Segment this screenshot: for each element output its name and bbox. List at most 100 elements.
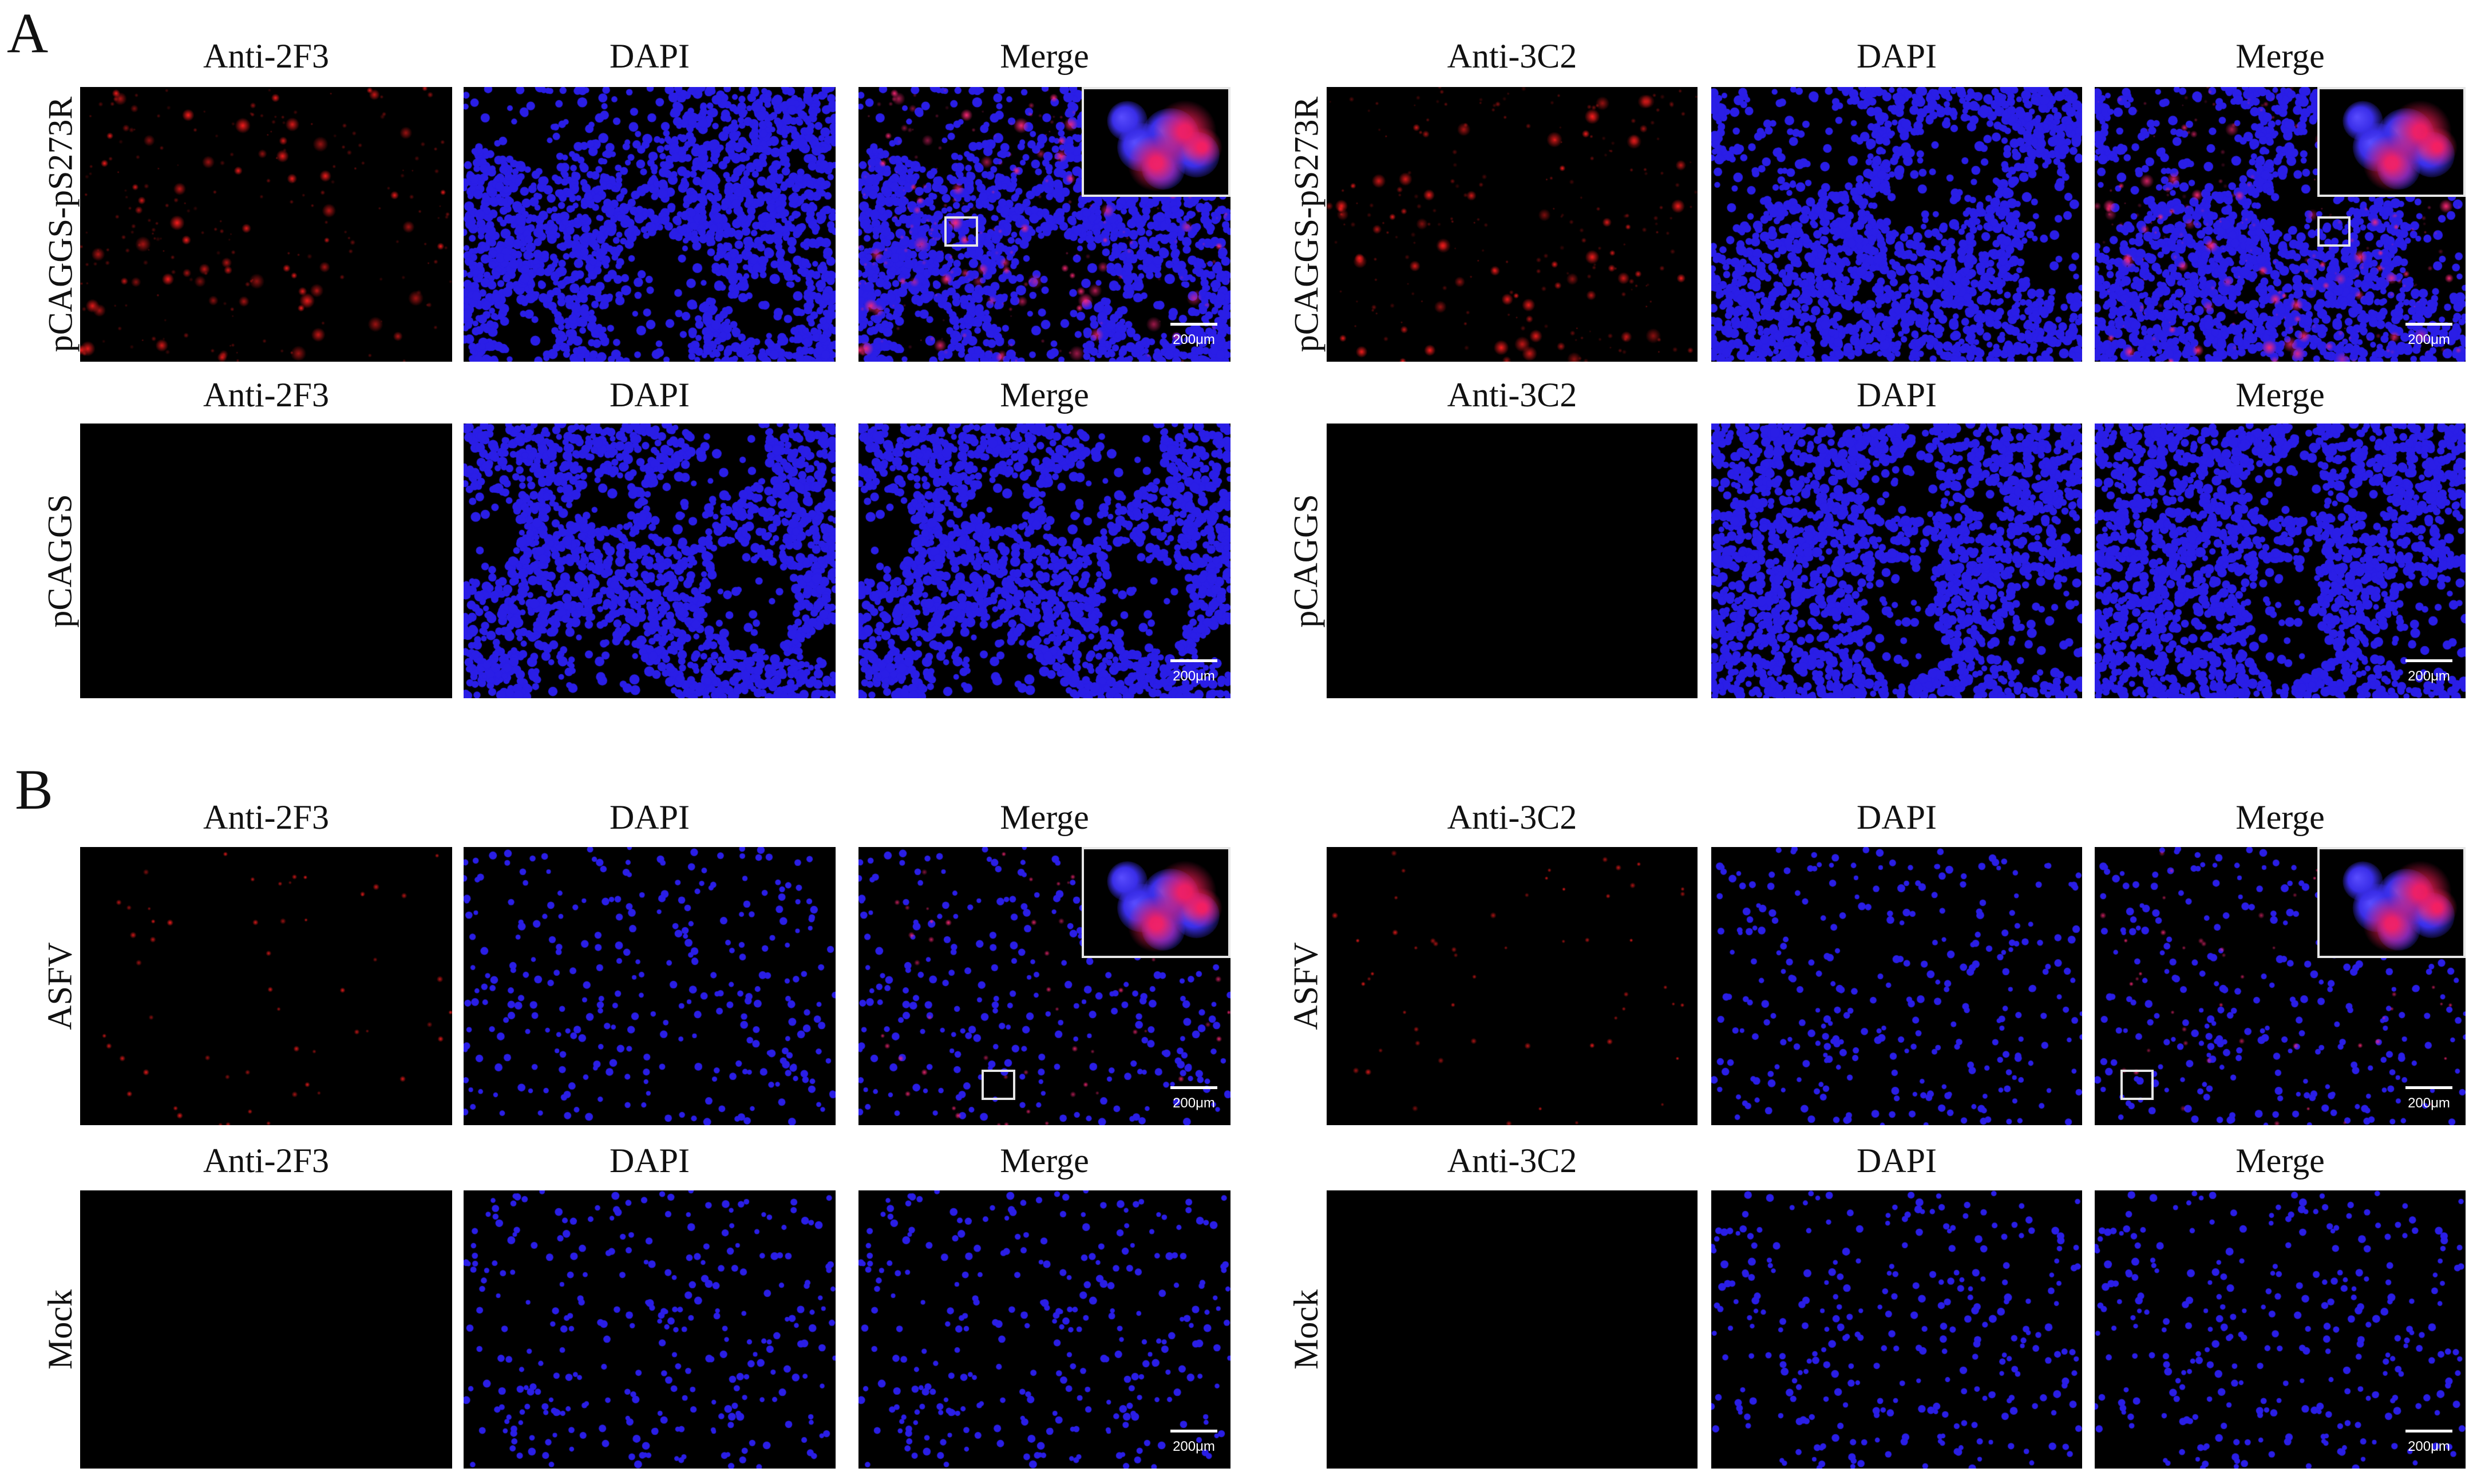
inset-image xyxy=(1084,849,1228,956)
panel-title: Merge xyxy=(1000,376,1089,414)
panel-title: DAPI xyxy=(609,1142,690,1180)
micrograph-image xyxy=(2095,424,2466,698)
antibody-panel xyxy=(80,1190,452,1469)
zoom-region-box xyxy=(2120,1070,2154,1100)
merge-panel: 200μm xyxy=(2095,87,2466,362)
micrograph-image xyxy=(1711,1190,2082,1469)
panel-title: Merge xyxy=(1000,798,1089,836)
panel-title: Merge xyxy=(2235,798,2325,836)
row-label-container: pCAGGS-pS273R xyxy=(1283,87,1329,362)
micrograph-image xyxy=(464,424,836,698)
panel-title: DAPI xyxy=(1856,376,1937,414)
scale-bar xyxy=(1170,1430,1217,1432)
scale-bar xyxy=(1170,323,1217,326)
dapi-panel xyxy=(1711,847,2082,1125)
scale-bar-label: 200μm xyxy=(2408,668,2450,684)
inset-image xyxy=(2320,849,2463,956)
micrograph-image xyxy=(858,424,1230,698)
micrograph-image xyxy=(1711,424,2082,698)
row-label-container: pCAGGS-pS273R xyxy=(37,87,83,362)
section-label: B xyxy=(15,758,53,821)
panel-title: Anti-2F3 xyxy=(203,37,330,75)
micrograph-image xyxy=(1327,87,1698,362)
scale-bar-label: 200μm xyxy=(2408,1439,2450,1454)
merge-panel: 200μm xyxy=(858,424,1230,698)
antibody-panel xyxy=(80,847,452,1125)
panel-title: DAPI xyxy=(609,376,690,414)
scale-bar xyxy=(2405,323,2452,326)
sample-label: Mock xyxy=(1287,1289,1325,1370)
sample-label: pCAGGS-pS273R xyxy=(41,96,79,353)
panel-title: Merge xyxy=(2235,376,2325,414)
panel-title: DAPI xyxy=(1856,798,1937,836)
sample-label: pCAGGS-pS273R xyxy=(1287,96,1325,353)
dapi-panel xyxy=(1711,87,2082,362)
panel-title: DAPI xyxy=(609,798,690,836)
micrograph-image xyxy=(858,1190,1230,1469)
row-label-container: Mock xyxy=(37,1190,83,1469)
antibody-panel xyxy=(1327,847,1698,1125)
merge-panel: 200μm xyxy=(2095,424,2466,698)
panel-title: Merge xyxy=(2235,1142,2325,1180)
row-label-container: ASFV xyxy=(1283,847,1329,1125)
scale-bar xyxy=(1170,659,1217,662)
antibody-panel xyxy=(1327,87,1698,362)
micrograph-image xyxy=(1327,424,1698,698)
micrograph-image xyxy=(464,1190,836,1469)
row-label-container: pCAGGS xyxy=(37,424,83,698)
zoom-region-box xyxy=(2317,216,2351,247)
merge-panel: 200μm xyxy=(858,87,1230,362)
micrograph-image xyxy=(80,847,452,1125)
magnified-inset xyxy=(1082,847,1230,958)
micrograph-image xyxy=(1327,1190,1698,1469)
panel-title: DAPI xyxy=(1856,1142,1937,1180)
sample-label: pCAGGS xyxy=(41,494,80,628)
scale-bar xyxy=(2405,659,2452,662)
micrograph-image xyxy=(80,424,452,698)
micrograph-image xyxy=(464,847,836,1125)
dapi-panel xyxy=(1711,1190,2082,1469)
micrograph-image xyxy=(464,87,836,362)
antibody-panel xyxy=(1327,424,1698,698)
panel-title: Merge xyxy=(2235,37,2325,75)
panel-title: Anti-2F3 xyxy=(203,798,330,836)
magnified-inset xyxy=(1082,87,1230,197)
antibody-panel xyxy=(80,424,452,698)
panel-title: Anti-2F3 xyxy=(203,1142,330,1180)
inset-image xyxy=(2320,89,2463,195)
dapi-panel xyxy=(464,847,836,1125)
panel-title: DAPI xyxy=(609,37,690,75)
dapi-panel xyxy=(464,1190,836,1469)
sample-label: ASFV xyxy=(41,942,79,1030)
merge-panel: 200μm xyxy=(858,847,1230,1125)
row-label-container: pCAGGS xyxy=(1283,424,1329,698)
row-label-container: ASFV xyxy=(37,847,83,1125)
panel-title: Anti-3C2 xyxy=(1447,376,1577,414)
merge-panel: 200μm xyxy=(2095,847,2466,1125)
inset-image xyxy=(1084,89,1228,195)
micrograph-image xyxy=(2095,1190,2466,1469)
sample-label: Mock xyxy=(41,1289,80,1370)
sample-label: pCAGGS xyxy=(1287,494,1325,628)
micrograph-image xyxy=(1711,847,2082,1125)
micrograph-image xyxy=(80,87,452,362)
scale-bar-label: 200μm xyxy=(1173,668,1215,684)
scale-bar-label: 200μm xyxy=(1173,332,1215,347)
dapi-panel xyxy=(464,424,836,698)
panel-title: Anti-3C2 xyxy=(1447,1142,1577,1180)
row-label-container: Mock xyxy=(1283,1190,1329,1469)
panel-title: Merge xyxy=(1000,37,1089,75)
magnified-inset xyxy=(2317,87,2466,197)
antibody-panel xyxy=(80,87,452,362)
micrograph-image xyxy=(1711,87,2082,362)
dapi-panel xyxy=(1711,424,2082,698)
panel-title: Anti-3C2 xyxy=(1447,798,1577,836)
panel-title: DAPI xyxy=(1856,37,1937,75)
zoom-region-box xyxy=(944,216,978,247)
scale-bar xyxy=(2405,1086,2452,1089)
merge-panel: 200μm xyxy=(858,1190,1230,1469)
scale-bar-label: 200μm xyxy=(2408,332,2450,347)
panel-title: Merge xyxy=(1000,1142,1089,1180)
magnified-inset xyxy=(2317,847,2466,958)
